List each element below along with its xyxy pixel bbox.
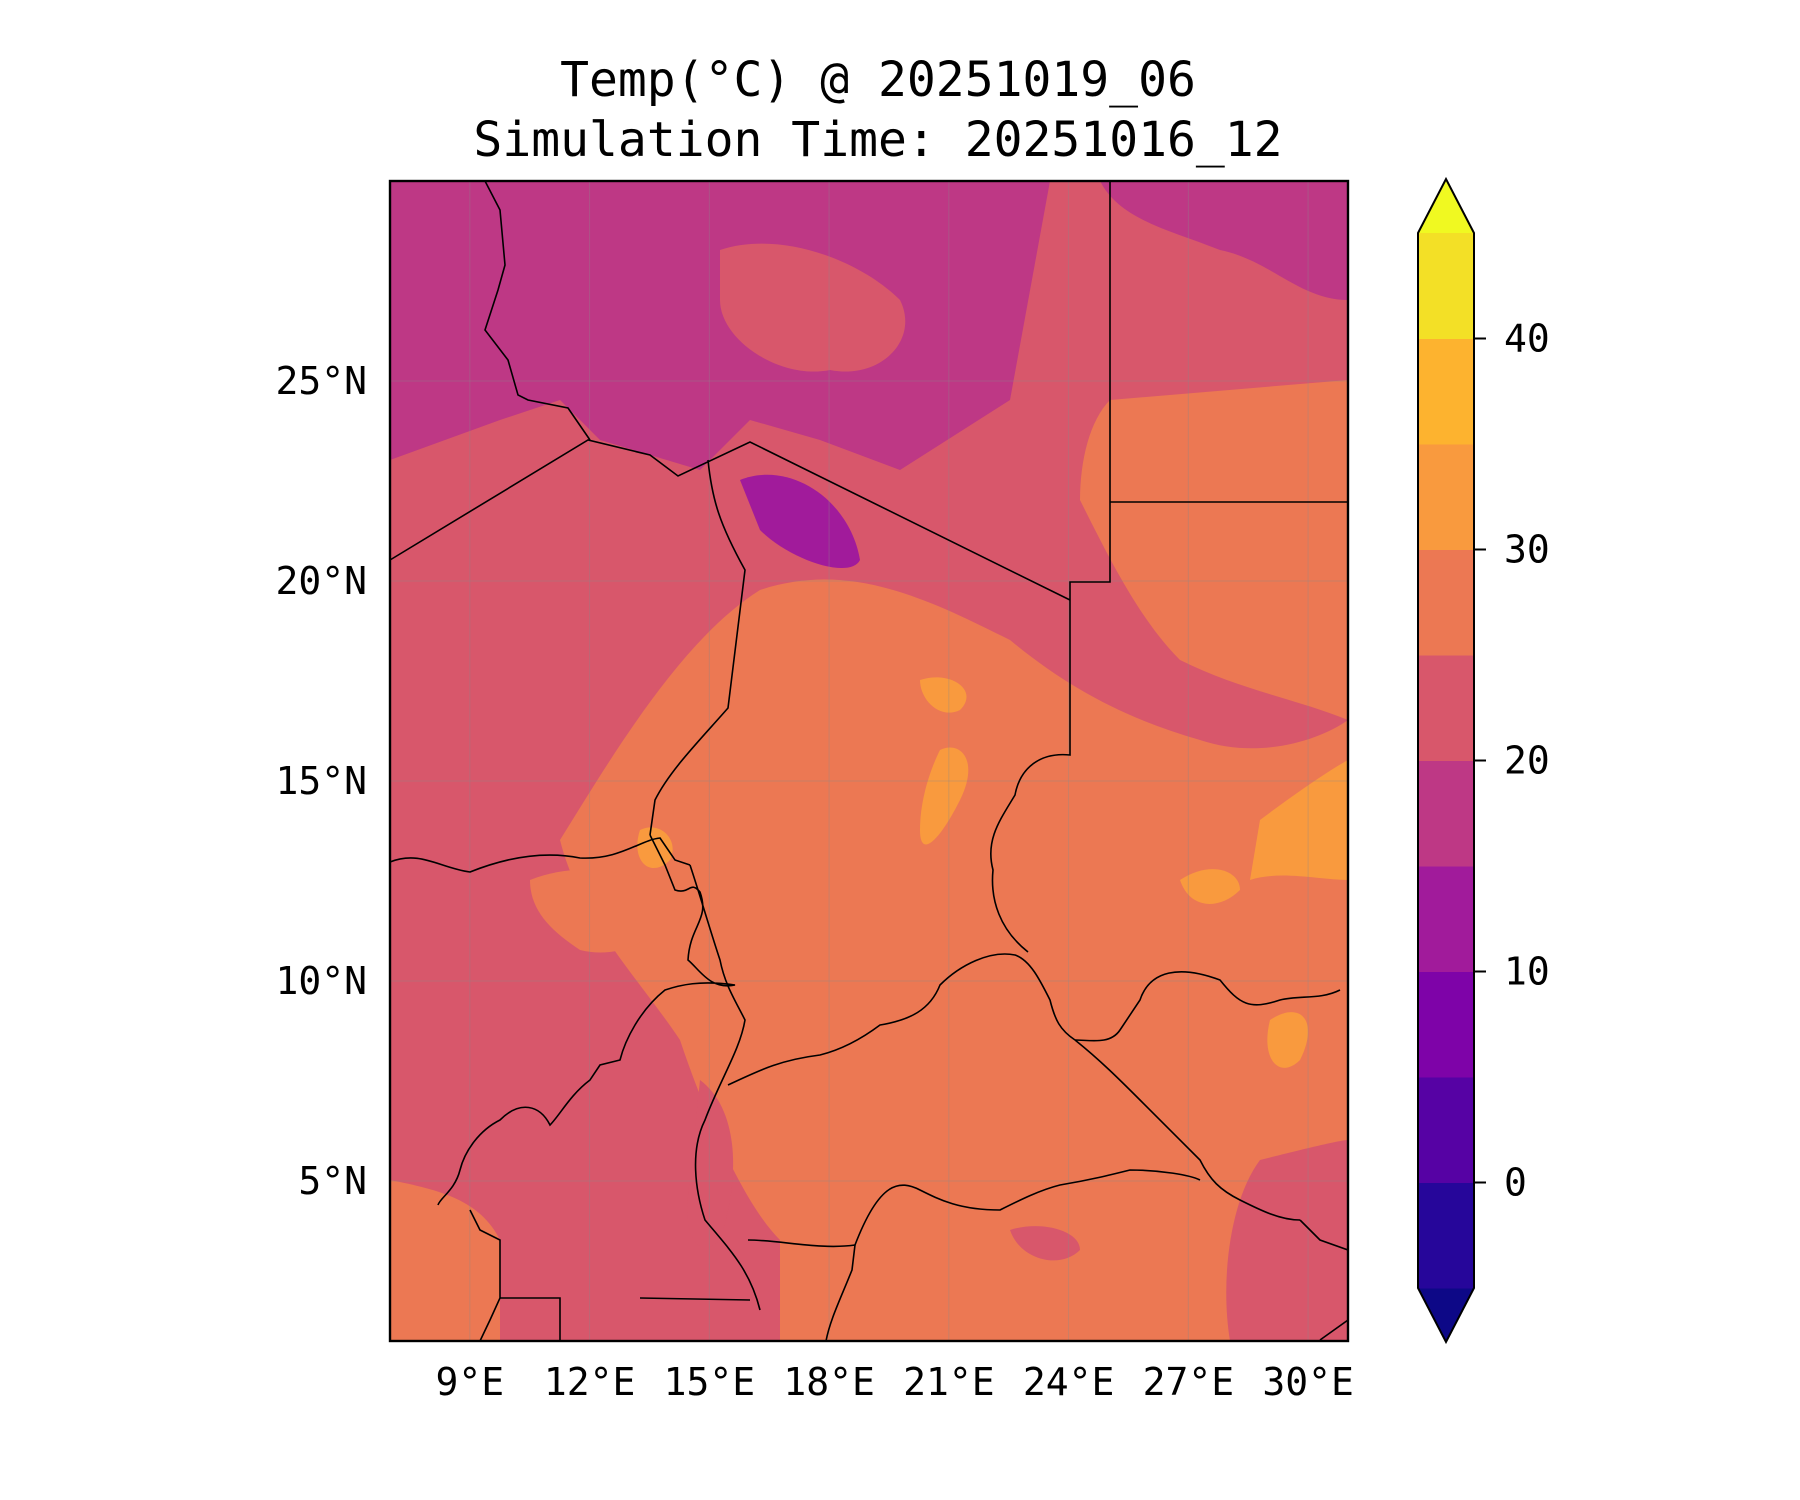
colorbar-extend-low: [1418, 1288, 1474, 1342]
field-band-20-25-south: [687, 1080, 734, 1248]
lon-tick-label: 12°E: [544, 1360, 636, 1404]
field-band-30-35-patch3: [1267, 1012, 1309, 1068]
map-frame: [388, 179, 1350, 1343]
colorbar-band: [1418, 233, 1474, 339]
border-car-south-sudan: [1074, 1039, 1301, 1221]
colorbar-tick-label: 40: [1504, 317, 1550, 361]
colorbar-band: [1418, 1077, 1474, 1183]
field-band-10-15-patch: [740, 474, 860, 569]
lon-tick-label: 18°E: [783, 1360, 875, 1404]
field-band-25-30-east: [1080, 380, 1348, 720]
colorbar-tick-labels: 0 10 20 30 40: [1474, 317, 1550, 1205]
colorbar-band: [1418, 1182, 1474, 1289]
border-south-sudan-sudan: [1074, 971, 1341, 1042]
border-drc-uganda: [1299, 1219, 1348, 1251]
lat-tick-label: 15°N: [275, 759, 367, 803]
colorbar-band: [1418, 549, 1474, 656]
colorbar-band: [1418, 338, 1474, 445]
colorbar-band: [1418, 444, 1474, 550]
colorbar-tick-label: 10: [1504, 950, 1550, 994]
lat-tick-label: 5°N: [298, 1159, 367, 1203]
colorbar-outline: [1417, 176, 1475, 1345]
border-niger-nigeria: [390, 837, 691, 873]
colorbar-band: [1418, 655, 1474, 761]
field-band-15-20-north: [390, 181, 1050, 470]
field-band-25-30-southwest: [390, 1180, 500, 1341]
border-cameroon-car: [689, 864, 761, 1311]
longitude-tick-labels: 9°E 12°E 15°E 18°E 21°E 24°E 27°E 30°E: [436, 1360, 1354, 1404]
border-car-drc: [854, 1169, 1201, 1246]
colorbar-extend-high: [1418, 179, 1474, 233]
map-title: Temp(°C) @ 20251019_06: [560, 52, 1196, 108]
coastline-cameroon: [469, 1209, 501, 1341]
border-niger-chad: [649, 459, 746, 836]
lon-tick-label: 21°E: [903, 1360, 995, 1404]
lon-tick-label: 15°E: [664, 1360, 756, 1404]
colorbar-band: [1418, 971, 1474, 1078]
lon-tick-label: 27°E: [1143, 1360, 1235, 1404]
field-band-30-35-patch: [1180, 869, 1240, 904]
border-uganda-kenya: [1319, 1319, 1348, 1341]
border-algeria-libya: [484, 181, 591, 441]
lon-tick-label: 9°E: [436, 1360, 505, 1404]
map-subtitle: Simulation Time: 20251016_12: [473, 112, 1283, 168]
field-band-15-20-northeast: [1100, 181, 1348, 300]
field-band-25-30-central: [560, 579, 1348, 1341]
border-niger-chad-libya: [390, 439, 1071, 601]
field-band-20-25-patch: [720, 243, 906, 372]
lon-tick-label: 24°E: [1023, 1360, 1115, 1404]
border-gabon-congo: [639, 1297, 751, 1301]
border-car-chad: [727, 953, 1076, 1086]
field-band-30-35-east: [1250, 760, 1348, 880]
lat-tick-label: 10°N: [275, 959, 367, 1003]
field-band-30-35-patch2: [920, 747, 969, 845]
colorbar-tick-label: 20: [1504, 739, 1550, 783]
field-band-30-35-patch5: [920, 677, 967, 713]
border-gabon-eq-guinea: [500, 1297, 561, 1341]
colorbar: [1417, 176, 1475, 1345]
field-band-25-30-west: [530, 869, 680, 953]
field-band-20-25-southeast: [1226, 1140, 1348, 1341]
gridlines: [390, 181, 1348, 1341]
colorbar-band: [1418, 760, 1474, 867]
colorbar-band: [1418, 866, 1474, 972]
temperature-field: [390, 181, 1348, 1341]
latitude-tick-labels: 5°N 10°N 15°N 20°N 25°N: [275, 359, 367, 1203]
lat-tick-label: 25°N: [275, 359, 367, 403]
border-nigeria-cameroon: [437, 834, 736, 1206]
border-sudan-chad: [989, 181, 1111, 953]
field-band-20-25-patch2: [1010, 1226, 1080, 1261]
field-band-30-35-patch4: [637, 827, 673, 869]
border-congo-drc: [747, 1239, 856, 1341]
colorbar-tick-label: 0: [1504, 1161, 1527, 1205]
country-borders: [390, 181, 1348, 1341]
lon-tick-label: 30°E: [1262, 1360, 1354, 1404]
lat-tick-label: 20°N: [275, 559, 367, 603]
colorbar-tick-label: 30: [1504, 528, 1550, 572]
